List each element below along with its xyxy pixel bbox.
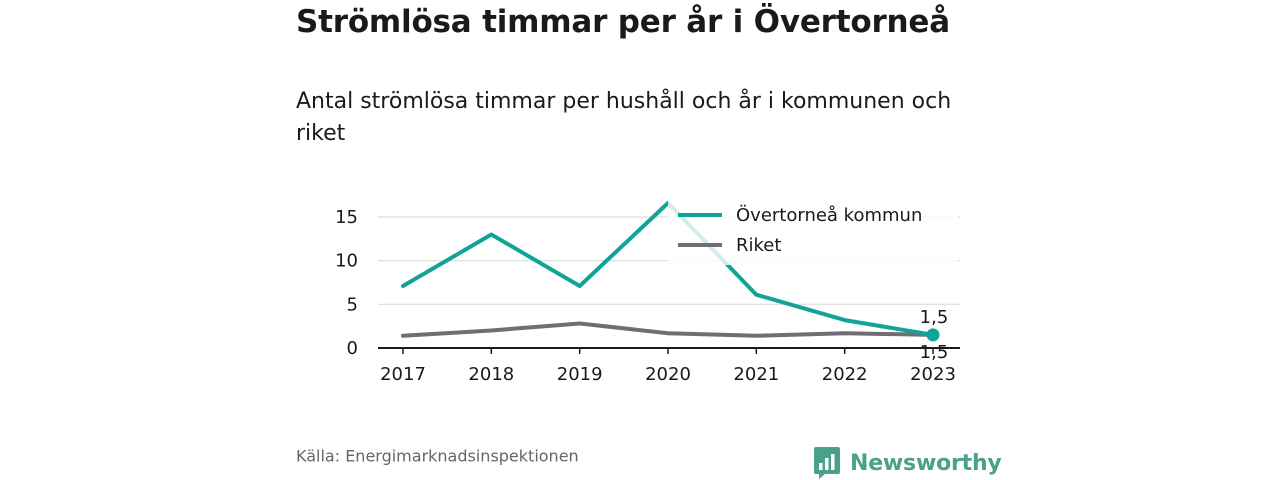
legend-label: Riket: [736, 235, 781, 256]
chart-subtitle: Antal strömlösa timmar per hushåll och å…: [296, 89, 952, 146]
series-line-riket: [401, 321, 935, 338]
x-tick-label: 2017: [380, 364, 426, 385]
x-tick-label: 2019: [557, 364, 603, 385]
end-value-label: 1,5: [920, 307, 949, 328]
bar-chart-speech-bubble-icon: [814, 447, 840, 479]
y-tick-label: 10: [335, 251, 358, 272]
legend-background: [668, 193, 958, 265]
x-tick-label: 2023: [910, 364, 956, 385]
end-value-label: 1,5: [920, 342, 949, 363]
legend-label: Övertorneå kommun: [736, 204, 922, 226]
end-point-marker: [926, 328, 940, 342]
brand-logo: Newsworthy: [812, 446, 1002, 480]
x-tick-label: 2018: [468, 364, 514, 385]
y-tick-label: 5: [347, 294, 358, 315]
y-tick-label: 15: [335, 207, 358, 228]
y-tick-label: 0: [347, 338, 358, 359]
chart-title: Strömlösa timmar per år i Övertorneå: [296, 4, 950, 40]
legend: Övertorneå kommun Riket: [668, 193, 958, 265]
x-tick-label: 2020: [645, 364, 691, 385]
brand-name: Newsworthy: [850, 450, 1002, 476]
x-tick-label: 2021: [733, 364, 779, 385]
source-note: Källa: Energimarknadsinspektionen: [296, 446, 579, 466]
x-tick-label: 2022: [822, 364, 868, 385]
